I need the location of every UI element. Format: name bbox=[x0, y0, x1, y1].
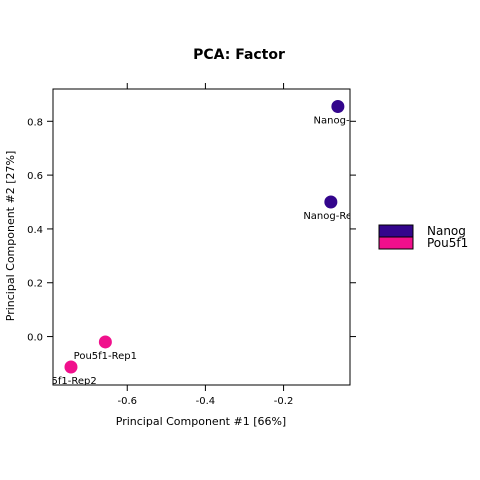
y-tick-label-3: 0.6 bbox=[27, 171, 43, 182]
point-label-pou5f1-0: Pou5f1-Rep1 bbox=[74, 351, 137, 362]
point-label-pou5f1-1: u5f1-Rep2 bbox=[45, 376, 97, 387]
chart-title: PCA: Factor bbox=[193, 47, 285, 63]
point-nanog-0 bbox=[331, 99, 345, 113]
x-tick-label-2: -0.2 bbox=[274, 396, 294, 407]
x-tick-label-1: -0.4 bbox=[196, 396, 216, 407]
y-axis-label: Principal Component #2 [27%] bbox=[4, 151, 17, 321]
x-tick-label-0: -0.6 bbox=[117, 396, 137, 407]
plot-frame bbox=[52, 88, 351, 386]
legend-swatch-nanog bbox=[378, 224, 414, 238]
point-nanog-1 bbox=[324, 195, 338, 209]
y-tick-label-0: 0.0 bbox=[27, 333, 43, 344]
point-label-nanog-1: Nanog-Rep bbox=[303, 211, 358, 222]
plot-area: -0.6 -0.4 -0.20.00.20.40.60.8 Nanog-ReNanog… bbox=[27, 83, 363, 407]
legend-swatch-pou5f1 bbox=[378, 236, 414, 250]
point-pou5f1-1 bbox=[64, 360, 78, 374]
point-pou5f1-0 bbox=[98, 335, 112, 349]
plot-points: Nanog-Re Nanog-Rep Pou5f1-Rep1 u5f1-Rep2 bbox=[45, 99, 363, 387]
legend-label-nanog: Nanog bbox=[427, 224, 466, 238]
x-axis-label: Principal Component #1 [66%] bbox=[116, 415, 286, 428]
y-tick-label-2: 0.4 bbox=[27, 225, 43, 236]
point-label-nanog-0: Nanog-Re bbox=[314, 115, 363, 126]
y-tick-label-4: 0.8 bbox=[27, 117, 43, 128]
legend-label-pou5f1: Pou5f1 bbox=[427, 236, 468, 250]
y-tick-label-1: 0.2 bbox=[27, 279, 43, 290]
